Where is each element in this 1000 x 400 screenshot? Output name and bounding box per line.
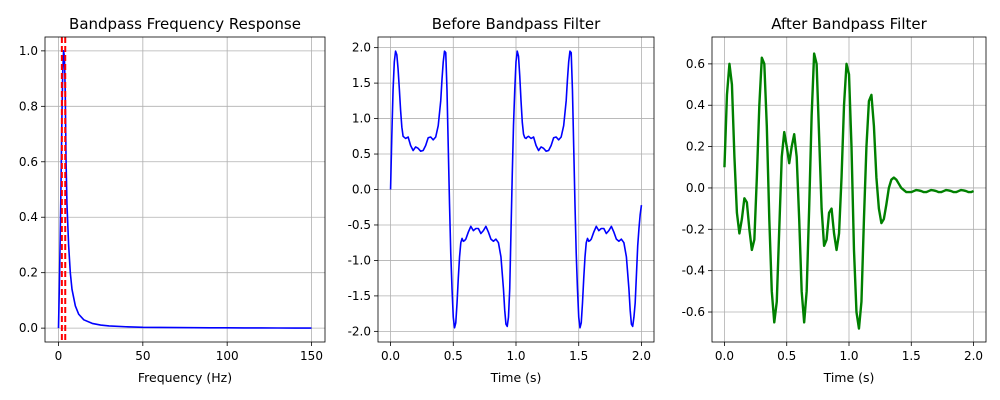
x-tick-label: 0.5	[444, 349, 463, 363]
series-line	[389, 50, 643, 329]
panel-title: Before Bandpass Filter	[432, 15, 601, 33]
y-tick-label: 0.2	[686, 140, 705, 154]
y-tick-label: 0.6	[686, 57, 705, 71]
x-tick-label: 1.5	[569, 349, 588, 363]
y-tick-label: -0.4	[682, 264, 705, 278]
y-tick-label: 0.6	[19, 155, 38, 169]
y-tick-label: 1.5	[352, 76, 371, 90]
x-tick-label: 1.0	[506, 349, 525, 363]
y-tick-label: 1.0	[352, 112, 371, 126]
x-tick-label: 0.0	[381, 349, 400, 363]
panel-title: Bandpass Frequency Response	[69, 15, 301, 33]
y-tick-label: -0.2	[682, 222, 705, 236]
x-axis-label: Time (s)	[823, 370, 875, 385]
x-axis-label: Time (s)	[490, 370, 542, 385]
y-tick-label: 0.4	[686, 98, 705, 112]
y-tick-label: 0.0	[352, 183, 371, 197]
panel-before-filter: Before Bandpass Filter Time (s) 0.0 0.5 1.…	[348, 15, 655, 385]
y-tick-label: -2.0	[348, 324, 371, 338]
x-tick-label: 0.5	[777, 349, 796, 363]
y-tick-label: -1.5	[348, 289, 371, 303]
series-line	[723, 52, 975, 330]
panel-title: After Bandpass Filter	[771, 15, 927, 33]
x-tick-label: 0.0	[715, 349, 734, 363]
x-tick-label: 150	[300, 349, 323, 363]
y-tick-label: 1.0	[19, 44, 38, 58]
y-tick-label: 0.8	[19, 99, 38, 113]
x-tick-label: 50	[135, 349, 150, 363]
x-tick-label: 1.0	[839, 349, 858, 363]
x-tick-label: 2.0	[632, 349, 651, 363]
axes-frame	[44, 36, 326, 343]
y-tick-label: -1.0	[348, 253, 371, 267]
x-axis-label: Frequency (Hz)	[138, 370, 232, 385]
y-tick-label: 0.0	[19, 321, 38, 335]
y-tick-label: 2.0	[352, 41, 371, 55]
x-tick-label: 100	[216, 349, 239, 363]
y-tick-label: 0.5	[352, 147, 371, 161]
panel-frequency-response: Bandpass Frequency Response Frequency (H…	[19, 15, 326, 385]
y-tick-label: 0.0	[686, 181, 705, 195]
y-tick-label: 0.4	[19, 210, 38, 224]
panel-after-filter: After Bandpass Filter Time (s) 0.0 0.5 1.0…	[682, 15, 987, 385]
y-tick-label: 0.2	[19, 266, 38, 280]
x-tick-label: 0	[55, 349, 63, 363]
y-tick-label: -0.6	[682, 305, 705, 319]
x-tick-label: 2.0	[964, 349, 983, 363]
x-tick-label: 1.5	[902, 349, 921, 363]
y-tick-label: -0.5	[348, 218, 371, 232]
